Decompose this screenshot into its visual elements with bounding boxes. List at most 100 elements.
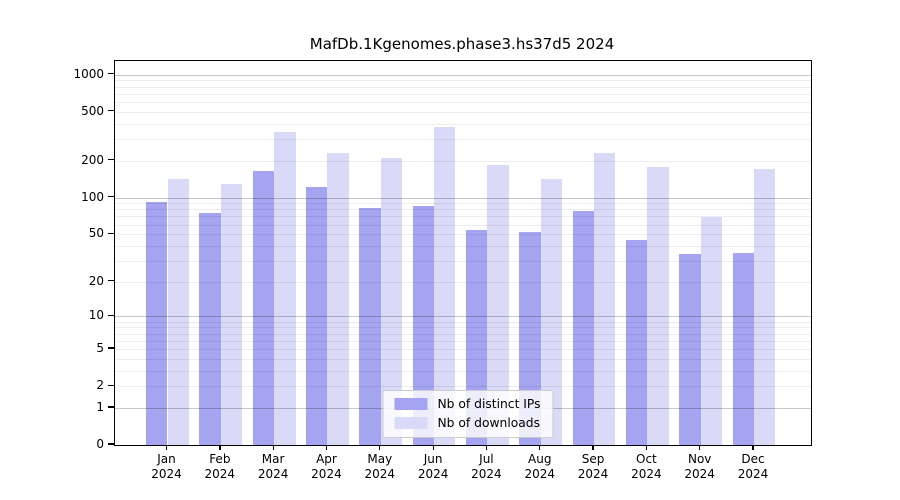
y-tick-label: 200 (81, 152, 104, 167)
x-tick-mark (485, 445, 488, 450)
gridline-minor (115, 209, 811, 211)
legend: Nb of distinct IPs Nb of downloads (382, 390, 554, 438)
bar-sep-ips (572, 211, 595, 445)
x-tick-mark (325, 445, 328, 450)
y-tick-mark (108, 232, 114, 234)
bar-oct-downloads (647, 166, 669, 445)
bar-nov-downloads (700, 216, 723, 445)
x-tick-mark (539, 445, 541, 450)
y-tick-label: 1000 (73, 66, 104, 81)
bar-dec-ips (732, 252, 754, 445)
y-tick-mark (108, 280, 114, 282)
gridline-major (115, 316, 811, 318)
x-tick-label: Jun 2024 (417, 452, 449, 481)
gridline-minor (115, 139, 811, 141)
bar-feb-downloads (220, 184, 243, 445)
gridline-minor (115, 203, 811, 205)
gridline-minor (115, 160, 811, 162)
bar-oct-ips (625, 239, 648, 445)
legend-label: Nb of downloads (437, 416, 541, 430)
y-tick-mark (108, 110, 114, 112)
gridline-minor (115, 80, 811, 82)
gridline-major (115, 197, 811, 199)
y-tick-mark (108, 159, 114, 161)
bar-may-downloads (380, 158, 403, 445)
gridline-minor (115, 101, 811, 103)
gridline-minor (115, 281, 811, 283)
bar-dec-downloads (754, 168, 776, 445)
bar-apr-downloads (327, 153, 349, 445)
y-tick-label: 500 (81, 103, 104, 118)
x-tick-label: Oct 2024 (631, 452, 662, 481)
y-tick-mark (108, 347, 114, 349)
gridline-minor (115, 245, 811, 247)
y-tick-label: 1 (96, 399, 104, 414)
x-tick-label: Nov 2024 (684, 452, 715, 481)
x-tick-mark (379, 445, 381, 450)
y-tick-mark (108, 314, 114, 317)
x-tick-label: May 2024 (364, 452, 396, 481)
x-tick-mark (752, 445, 754, 450)
gridline-minor (115, 123, 811, 125)
bar-jun-downloads (434, 127, 456, 445)
bar-may-ips (359, 208, 381, 445)
gridline-minor (115, 111, 811, 113)
bar-jan-downloads (167, 178, 189, 445)
bar-aug-downloads (540, 178, 563, 445)
gridline-minor (115, 321, 811, 323)
gridline-minor (115, 370, 811, 372)
y-tick-label: 20 (88, 273, 104, 288)
bar-sep-downloads (594, 152, 616, 445)
gridline-minor (115, 86, 811, 88)
plot-area: Nb of distinct IPs Nb of downloads (114, 60, 812, 446)
bar-apr-ips (306, 187, 328, 445)
y-tick-mark (108, 406, 114, 408)
x-tick-mark (592, 445, 594, 450)
x-tick-mark (432, 445, 434, 450)
gridline-minor (115, 234, 811, 236)
gridline-minor (115, 386, 811, 388)
y-tick-label: 0 (96, 437, 104, 451)
x-tick-mark (699, 445, 701, 450)
x-tick-label: Aug 2024 (524, 452, 555, 481)
bar-nov-ips (679, 254, 701, 445)
x-tick-label: Jan 2024 (151, 452, 182, 481)
gridline-major (115, 74, 811, 76)
x-tick-mark (272, 445, 274, 450)
bar-jan-ips (146, 202, 168, 445)
legend-swatch-ips (394, 398, 428, 410)
y-tick-mark (108, 195, 114, 198)
gridline-minor (115, 216, 811, 218)
legend-label: Nb of distinct IPs (437, 397, 541, 411)
y-tick-mark (108, 443, 114, 445)
x-tick-label: Apr 2024 (311, 452, 342, 481)
y-tick-label: 50 (88, 226, 104, 241)
x-tick-label: Jul 2024 (471, 452, 502, 481)
gridline-minor (115, 358, 811, 360)
legend-item: Nb of downloads (394, 416, 540, 430)
gridline-minor (115, 348, 811, 350)
gridline-minor (115, 333, 811, 335)
bar-jul-downloads (487, 164, 509, 445)
bar-jun-ips (412, 206, 435, 445)
x-tick-mark (219, 445, 221, 450)
y-tick-mark (108, 384, 114, 386)
gridline-minor (115, 340, 811, 342)
y-tick-label: 5 (96, 340, 104, 355)
x-tick-label: Dec 2024 (737, 452, 769, 481)
gridline-minor (115, 224, 811, 226)
chart-title: MafDb.1Kgenomes.phase3.hs37d5 2024 (309, 35, 615, 53)
gridline-minor (115, 260, 811, 262)
x-tick-label: Mar 2024 (257, 452, 289, 481)
gridline-minor (115, 93, 811, 95)
y-tick-mark (108, 73, 114, 75)
x-tick-mark (645, 445, 648, 450)
legend-swatch-downloads (394, 417, 428, 429)
gridline-minor (115, 327, 811, 329)
y-tick-label: 100 (81, 189, 104, 204)
bar-mar-downloads (274, 131, 296, 445)
bar-feb-ips (199, 212, 221, 445)
y-tick-label: 10 (88, 308, 104, 323)
x-tick-label: Sep 2024 (577, 452, 609, 481)
